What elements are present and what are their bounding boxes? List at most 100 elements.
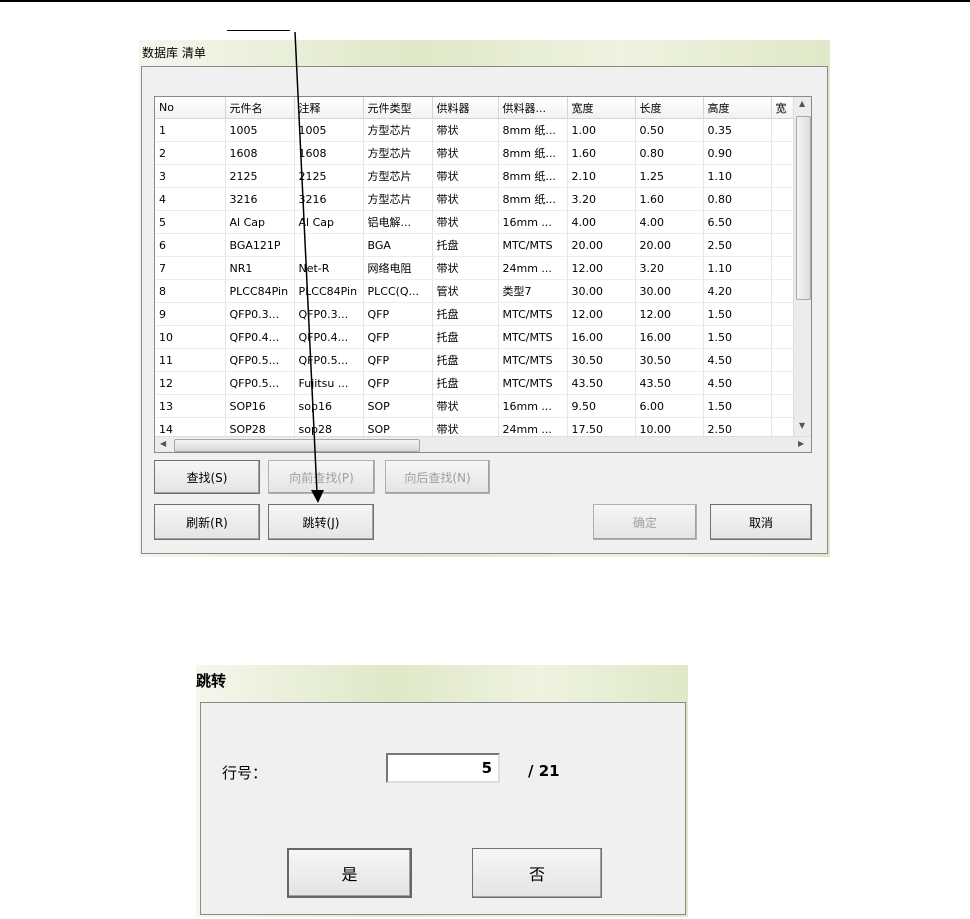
table-cell: 4.20 xyxy=(703,279,772,303)
table-row[interactable]: 1 1005 1005 方型芯片 带状 8mm 纸... 1.00 0.50 0.35 xyxy=(155,118,795,142)
table-cell: 8 xyxy=(155,279,226,303)
yes-button[interactable]: 是 xyxy=(287,848,412,898)
table-cell: 5 xyxy=(155,210,226,234)
table-cell: 带状 xyxy=(432,394,499,418)
table-row[interactable]: 11 QFP0.5... QFP0.5... QFP 托盘 MTC/MTS 30.50 30.… xyxy=(155,348,795,372)
table-cell: MTC/MTS xyxy=(498,233,568,257)
table-cell xyxy=(771,118,795,142)
column-header[interactable]: 高度 xyxy=(703,97,772,119)
vertical-scroll-thumb[interactable] xyxy=(796,116,811,300)
table-cell: 方型芯片 xyxy=(363,118,433,142)
table-cell: PLCC(Q... xyxy=(363,279,433,303)
table-cell: QFP xyxy=(363,302,433,326)
cancel-button[interactable]: 取消 xyxy=(710,504,812,540)
table-row[interactable]: 8 PLCC84Pin PLCC84Pin PLCC(Q... 管状 类型7 30.00 30… xyxy=(155,279,795,303)
table-cell: 4 xyxy=(155,187,226,211)
table-cell xyxy=(294,233,364,257)
table-cell: MTC/MTS xyxy=(498,371,568,395)
table-cell: 方型芯片 xyxy=(363,187,433,211)
table-cell: 托盘 xyxy=(432,371,499,395)
table-cell: 11 xyxy=(155,348,226,372)
jump-dialog: 跳转 行号： 5 / 21 是 否 xyxy=(196,665,688,917)
refresh-button[interactable]: 刷新(R) xyxy=(154,504,260,540)
list-dialog-title: 数据库 清单 xyxy=(142,46,206,60)
horizontal-scrollbar[interactable]: ◀ ▶ xyxy=(155,436,811,452)
table-cell xyxy=(771,417,795,441)
column-header[interactable]: 供料器 xyxy=(432,97,499,119)
table-cell: 带状 xyxy=(432,118,499,142)
table-cell: 带状 xyxy=(432,164,499,188)
table-row[interactable]: 10 QFP0.4... QFP0.4... QFP 托盘 MTC/MTS 16.00 16.… xyxy=(155,325,795,349)
table-cell: 托盘 xyxy=(432,348,499,372)
table-cell: 方型芯片 xyxy=(363,164,433,188)
table-cell: 6.00 xyxy=(635,394,704,418)
table-cell xyxy=(771,394,795,418)
table-cell: 20.00 xyxy=(635,233,704,257)
table-row[interactable]: 13 SOP16 sop16 SOP 带状 16mm ... 9.50 6.00 1.50 xyxy=(155,394,795,418)
table-row[interactable]: 12 QFP0.5... Fujitsu ... QFP 托盘 MTC/MTS 43.50 4… xyxy=(155,371,795,395)
column-header[interactable]: 元件类型 xyxy=(363,97,433,119)
table-cell: 1 xyxy=(155,118,226,142)
table-cell: 4.50 xyxy=(703,371,772,395)
table-row[interactable]: 3 2125 2125 方型芯片 带状 8mm 纸... 2.10 1.25 1.10 xyxy=(155,164,795,188)
table-row[interactable]: 7 NR1 Net-R 网络电阻 带状 24mm ... 12.00 3.20 1.10 xyxy=(155,256,795,280)
table-cell: QFP xyxy=(363,348,433,372)
table-cell: QFP0.4... xyxy=(294,325,364,349)
table-row[interactable]: 9 QFP0.3... QFP0.3... QFP 托盘 MTC/MTS 12.00 12.0… xyxy=(155,302,795,326)
column-header[interactable]: 注释 xyxy=(294,97,364,119)
table-cell: sop28 xyxy=(294,417,364,441)
horizontal-scroll-thumb[interactable] xyxy=(174,439,420,452)
table-row[interactable]: 6 BGA121P BGA 托盘 MTC/MTS 20.00 20.00 2.50 xyxy=(155,233,795,257)
table-cell: 12 xyxy=(155,371,226,395)
scroll-down-arrow-icon[interactable]: ▼ xyxy=(799,421,806,430)
scroll-up-arrow-icon[interactable]: ▲ xyxy=(799,99,806,108)
table-cell: PLCC84Pin xyxy=(294,279,364,303)
find-next-button[interactable]: 向后查找(N) xyxy=(385,460,490,494)
table-cell: SOP28 xyxy=(225,417,295,441)
table-cell: 4.50 xyxy=(703,348,772,372)
table-cell: 托盘 xyxy=(432,302,499,326)
scroll-left-arrow-icon[interactable]: ◀ xyxy=(160,439,167,448)
table-cell: 1608 xyxy=(294,141,364,165)
table-cell: 0.80 xyxy=(635,141,704,165)
table-cell: MTC/MTS xyxy=(498,302,568,326)
table-row[interactable]: 5 Al Cap Al Cap 铝电解... 带状 16mm ... 4.00 4.00 6.5… xyxy=(155,210,795,234)
table-cell: 类型7 xyxy=(498,279,568,303)
table-row[interactable]: 2 1608 1608 方型芯片 带状 8mm 纸... 1.60 0.80 0.90 xyxy=(155,141,795,165)
table-cell: 12.00 xyxy=(635,302,704,326)
table-cell: 1.60 xyxy=(567,141,636,165)
column-header[interactable]: 元件名 xyxy=(225,97,295,119)
table-cell: 8mm 纸... xyxy=(498,118,568,142)
table-cell: 1005 xyxy=(225,118,295,142)
ok-button[interactable]: 确定 xyxy=(593,504,697,540)
table-cell: 2.10 xyxy=(567,164,636,188)
column-header[interactable]: 宽度 xyxy=(567,97,636,119)
jump-button[interactable]: 跳转(J) xyxy=(268,504,374,540)
table-cell: 网络电阻 xyxy=(363,256,433,280)
table-cell: sop16 xyxy=(294,394,364,418)
column-header[interactable]: 宽 xyxy=(771,97,795,119)
find-prev-button[interactable]: 向前查找(P) xyxy=(268,460,375,494)
table-cell: 30.00 xyxy=(635,279,704,303)
scroll-right-arrow-icon[interactable]: ▶ xyxy=(798,439,805,448)
table-cell: 1.50 xyxy=(703,325,772,349)
table-cell: 9 xyxy=(155,302,226,326)
find-button[interactable]: 查找(S) xyxy=(154,460,260,494)
column-header[interactable]: 供料器... xyxy=(498,97,568,119)
table-cell: MTC/MTS xyxy=(498,348,568,372)
table-cell: 6 xyxy=(155,233,226,257)
row-number-input[interactable]: 5 xyxy=(386,753,500,783)
table-cell: QFP0.5... xyxy=(225,371,295,395)
column-header[interactable]: 长度 xyxy=(635,97,704,119)
table-row[interactable]: 4 3216 3216 方型芯片 带状 8mm 纸... 3.20 1.60 0.80 xyxy=(155,187,795,211)
vertical-scrollbar[interactable]: ▲ ▼ xyxy=(793,97,811,436)
table-cell: NR1 xyxy=(225,256,295,280)
column-header[interactable]: No xyxy=(155,97,226,119)
table-cell: Al Cap xyxy=(294,210,364,234)
table-cell: BGA121P xyxy=(225,233,295,257)
no-button[interactable]: 否 xyxy=(472,848,602,898)
table-cell: SOP16 xyxy=(225,394,295,418)
data-table[interactable]: No 元件名 注释 元件类型 供料器 供料器... 宽度 长度 高度宽 1 1005 1005 方型芯… xyxy=(154,96,812,453)
table-cell: 管状 xyxy=(432,279,499,303)
